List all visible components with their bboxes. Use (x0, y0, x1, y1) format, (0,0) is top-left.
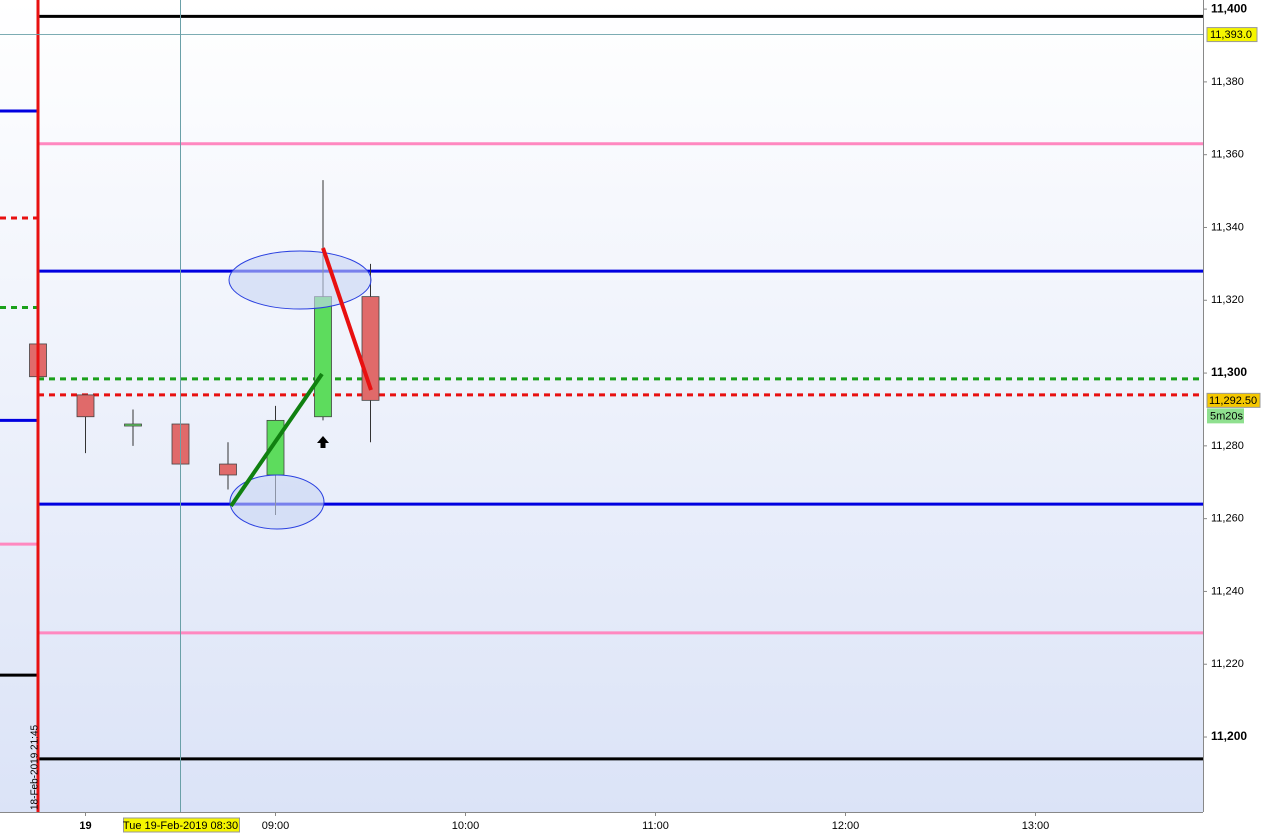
y-tick-label: 11,300 (1211, 365, 1247, 379)
x-tick-label: 12:00 (832, 820, 860, 832)
y-tick-label: 11,360 (1211, 149, 1244, 161)
trend-line (229, 372, 324, 508)
x-tick-label: 11:00 (642, 820, 669, 832)
x-tick-label: Tue 19-Feb-2019 08:30 (123, 820, 238, 832)
x-tick-label: 19 (79, 820, 91, 832)
candle-body (76, 394, 95, 418)
crosshair-x-label-bg (123, 817, 240, 833)
x-tick-label: 10:00 (452, 820, 480, 832)
y-tick-label: 11,260 (1211, 513, 1244, 525)
arrow-up (317, 436, 329, 448)
ellipse-annotation (228, 250, 372, 310)
last-price-bg (1206, 392, 1261, 408)
x-tick-label: 09:00 (262, 820, 290, 832)
y-tick-label: 11,280 (1211, 440, 1244, 452)
y-tick-label: 11,220 (1211, 658, 1244, 670)
y-tick-label: 11,200 (1211, 729, 1247, 743)
plot-background (0, 0, 1203, 812)
y-tick-label: 11,340 (1211, 221, 1244, 233)
y-tick-label: 11,320 (1211, 294, 1244, 306)
y-tick-label: 11,380 (1211, 76, 1244, 88)
y-tick-label: 11,400 (1211, 1, 1247, 15)
candle-body (219, 463, 237, 476)
last-price-label: 11,292.50 (1209, 395, 1257, 407)
ellipse-annotation (229, 474, 325, 530)
timer-bg (1207, 408, 1244, 424)
x-tick-label: 18-Feb-2019 21:45 (30, 724, 41, 810)
x-tick-label: 13:00 (1022, 820, 1050, 832)
candle-body (124, 423, 142, 427)
crosshair-price-bg (1206, 27, 1258, 43)
timer-label: 5m20s (1210, 410, 1244, 422)
trend-line (321, 247, 373, 391)
crosshair-price-label: 11,393.0 (1210, 29, 1252, 41)
candle-body (314, 296, 332, 418)
y-tick-label: 11,240 (1211, 585, 1244, 597)
